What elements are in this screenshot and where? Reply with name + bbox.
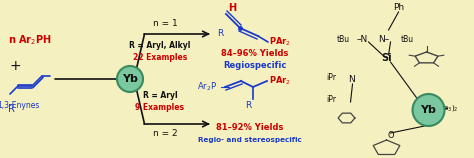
Text: Si: Si — [381, 53, 392, 63]
Text: –N: –N — [356, 36, 368, 45]
Text: R = Aryl, Alkyl: R = Aryl, Alkyl — [129, 42, 191, 51]
Text: n = 2: n = 2 — [153, 130, 177, 139]
Circle shape — [117, 66, 143, 92]
Text: 84–96% Yields: 84–96% Yields — [221, 49, 289, 58]
Circle shape — [412, 94, 445, 126]
Text: Regiospecific: Regiospecific — [223, 61, 287, 70]
Text: H: H — [228, 3, 236, 13]
Text: N–: N– — [379, 36, 390, 45]
Text: PAr$_2$: PAr$_2$ — [269, 75, 291, 87]
Text: O: O — [387, 131, 394, 140]
Text: 9 Examples: 9 Examples — [136, 103, 184, 112]
Text: N(SiMe$_3$)$_2$: N(SiMe$_3$)$_2$ — [423, 103, 458, 113]
Text: 81–92% Yields: 81–92% Yields — [216, 124, 283, 133]
Text: Yb: Yb — [420, 105, 437, 115]
Text: n Ar$_2$PH: n Ar$_2$PH — [8, 33, 52, 47]
Text: R: R — [245, 101, 251, 110]
Text: n = 1: n = 1 — [153, 19, 177, 28]
Text: R: R — [8, 104, 15, 114]
Text: tBu: tBu — [337, 36, 350, 45]
Text: R = Aryl: R = Aryl — [143, 91, 177, 100]
Text: Ph: Ph — [393, 3, 404, 12]
Text: Ar$_2$P: Ar$_2$P — [197, 81, 217, 93]
Text: N: N — [348, 76, 356, 85]
Text: iPr: iPr — [327, 95, 337, 104]
Text: tBu: tBu — [401, 36, 414, 45]
Text: PAr$_2$: PAr$_2$ — [269, 36, 291, 48]
Text: 1,3-Enynes: 1,3-Enynes — [0, 101, 39, 110]
Text: Regio- and stereospecific: Regio- and stereospecific — [198, 137, 302, 143]
Text: Yb: Yb — [122, 74, 138, 84]
Text: +: + — [10, 59, 22, 73]
Text: 22 Examples: 22 Examples — [133, 52, 187, 61]
Text: iPr: iPr — [327, 73, 337, 82]
Text: R: R — [217, 30, 223, 39]
